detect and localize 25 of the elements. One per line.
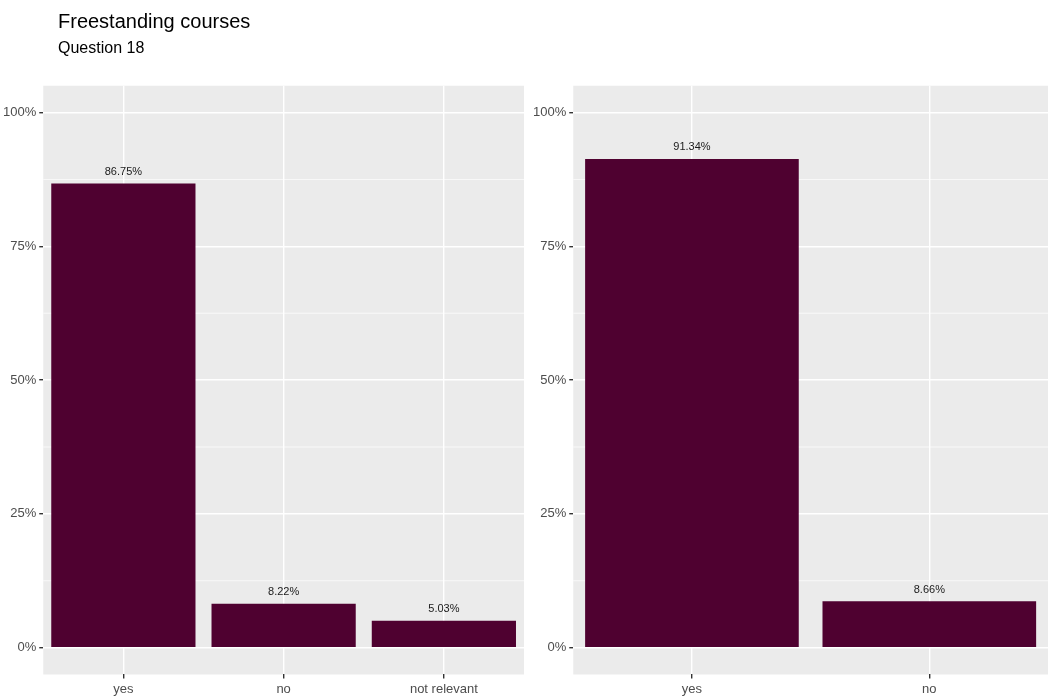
y-tick-label: 50%	[540, 371, 567, 387]
chart-subtitle: Question 18	[58, 38, 146, 57]
data-label: 86.75%	[104, 164, 143, 177]
bar	[371, 620, 516, 647]
data-label: 5.03%	[428, 602, 460, 615]
data-label: 8.66%	[913, 582, 946, 595]
x-tick-label: yes	[681, 680, 703, 696]
x-tick-label: not relevant	[409, 680, 479, 696]
y-tick-label: 100%	[3, 104, 37, 120]
y-tick-label: 100%	[533, 104, 567, 120]
data-label: 91.34%	[673, 140, 711, 153]
y-tick-label: 25%	[540, 505, 567, 521]
y-tick-label: 0%	[17, 639, 37, 655]
y-tick-label: 0%	[547, 639, 567, 655]
y-tick-label: 25%	[10, 505, 37, 521]
chart-title: Freestanding courses	[58, 9, 252, 33]
bar	[51, 183, 196, 647]
data-label: 8.22%	[268, 585, 300, 598]
y-tick-label: 75%	[540, 237, 567, 253]
x-tick-label: no	[276, 680, 291, 696]
x-tick-label: yes	[113, 680, 134, 696]
y-tick-label: 75%	[10, 237, 37, 253]
x-tick-label: no	[922, 680, 937, 696]
bar	[211, 603, 356, 647]
y-tick-label: 50%	[10, 371, 37, 387]
